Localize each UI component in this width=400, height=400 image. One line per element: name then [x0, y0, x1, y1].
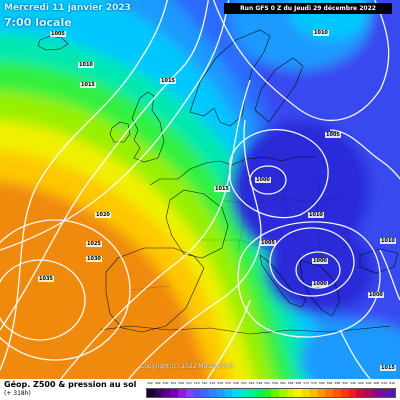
color-scale-tick-label: 564: [287, 381, 294, 385]
color-scale-swatch: [255, 389, 264, 397]
color-scale-swatch: [178, 389, 186, 397]
isobar-label: 1000: [368, 292, 384, 298]
color-scale-tick-label: 548: [256, 381, 263, 385]
isobar-label: 1015: [160, 78, 176, 84]
color-scale-swatch: [371, 389, 380, 397]
color-scale-swatch: [201, 389, 209, 397]
color-scale-swatch: [286, 389, 295, 397]
color-scale-tick-label: 532: [225, 381, 231, 385]
isobar-label: 1010: [308, 212, 324, 218]
color-scale-swatch: [240, 389, 248, 397]
color-scale-swatch: [271, 389, 279, 397]
color-scale-tick-label: 544: [248, 381, 255, 385]
color-scale-swatch: [325, 389, 333, 397]
map-parameter-title: Géop. Z500 & pression au sol: [4, 380, 137, 389]
isobar-label: 1010: [313, 30, 329, 36]
color-scale-swatch: [232, 389, 240, 397]
color-scale-legend: 492 496 500 504 508 512 516 520 524 528 532 536 540 5…: [146, 380, 396, 399]
color-scale-tick-label: 604: [365, 381, 372, 385]
color-scale-tick-label: 588: [334, 381, 341, 385]
color-scale-tick-label: 496: [154, 381, 161, 385]
isobar-label: 1005: [325, 132, 341, 138]
color-scale-swatch: [162, 389, 171, 397]
color-scale-swatch: [154, 389, 163, 397]
color-scale-tick-label: 504: [170, 381, 177, 385]
color-scale-swatch: [216, 389, 225, 397]
color-scale-swatch: [209, 389, 217, 397]
color-scale-swatch: [294, 389, 302, 397]
color-scale-tick-label: 584: [326, 381, 333, 385]
isobar-label: 1005: [50, 31, 66, 37]
isobar-label: 1005: [260, 240, 276, 246]
color-scale-tick-label: 616: [389, 381, 395, 385]
color-scale-tick-label: 600: [357, 381, 364, 385]
color-scale-swatch: [387, 389, 395, 397]
color-scale-swatch: [193, 389, 202, 397]
color-scale-swatch: [356, 389, 364, 397]
color-scale-swatch: [263, 389, 271, 397]
map-footer: Géop. Z500 & pression au sol (+ 318h) 49…: [0, 379, 400, 400]
copyright-notice: Copyright (c) 2022 Meteociel.fr: [140, 363, 234, 370]
color-scale-swatch: [309, 389, 318, 397]
forecast-date: Mercredi 11 janvier 2023: [4, 3, 131, 13]
isobar-label: 1015: [380, 365, 396, 371]
color-scale-tick-label: 552: [264, 381, 270, 385]
color-scale-tick-label: 500: [162, 381, 169, 385]
color-scale-tick-label: 540: [240, 381, 247, 385]
color-scale-swatch: [379, 389, 388, 397]
isobar-label: 1015: [80, 82, 96, 88]
color-scale-bar: [146, 388, 396, 398]
color-scale-tick-label: 516: [193, 381, 200, 385]
color-scale-tick-label: 520: [201, 381, 208, 385]
color-scale-swatch: [340, 389, 349, 397]
color-scale-swatch: [302, 389, 310, 397]
color-scale-swatch: [333, 389, 341, 397]
color-scale-swatch: [147, 389, 155, 397]
isobar-label: 1010: [380, 238, 396, 244]
isobar-label: 1020: [95, 212, 111, 218]
color-scale-tick-label: 512: [186, 381, 192, 385]
isobar-label: 1000: [312, 258, 328, 264]
color-scale-swatch: [348, 389, 357, 397]
color-scale-tick-label: 592: [342, 381, 349, 385]
isobar-label: 1000: [312, 281, 328, 287]
color-scale-tick-label: 608: [373, 381, 380, 385]
model-run-info: Run GFS 0 Z du Jeudi 29 décembre 2022: [224, 3, 392, 14]
color-scale-swatch: [185, 389, 194, 397]
color-scale-tick-label: 536: [232, 381, 239, 385]
isobar-label: 1025: [86, 241, 102, 247]
color-scale-tick-label: 508: [178, 381, 185, 385]
color-scale-swatch: [170, 389, 178, 397]
geopotential-field: [0, 0, 400, 379]
forecast-lead-time: (+ 318h): [4, 390, 31, 397]
color-scale-tick-label: 596: [350, 381, 356, 385]
color-scale-swatch: [317, 389, 326, 397]
isobar-label: 1035: [38, 276, 54, 282]
isobar-label: 1010: [78, 62, 94, 68]
color-scale-tick-label: 524: [209, 381, 216, 385]
color-scale-tick-label: 528: [217, 381, 224, 385]
color-scale-tick-label: 576: [311, 381, 317, 385]
forecast-local-time: 7:00 locale: [4, 16, 72, 29]
color-scale-swatch: [224, 389, 233, 397]
color-scale-swatch: [364, 389, 372, 397]
color-scale-tick-label: 612: [381, 381, 388, 385]
isobar-label: 1030: [86, 256, 102, 262]
color-scale-tick-label: 580: [318, 381, 325, 385]
forecast-map: 1005 1010 1015 1015 1020 1025 1030 1035 …: [0, 0, 400, 379]
color-scale-swatch: [247, 389, 256, 397]
color-scale-tick-label: 560: [279, 381, 286, 385]
isobar-label: 1015: [214, 186, 230, 192]
color-scale-labels: 492 496 500 504 508 512 516 520 524 528 532 536 540 5…: [146, 380, 396, 387]
isobar-label: 1000: [255, 177, 271, 183]
color-scale-tick-label: 556: [272, 381, 278, 385]
color-scale-tick-label: 568: [295, 381, 302, 385]
color-scale-tick-label: 492: [147, 381, 153, 385]
color-scale-tick-label: 572: [303, 381, 310, 385]
color-scale-swatch: [278, 389, 287, 397]
